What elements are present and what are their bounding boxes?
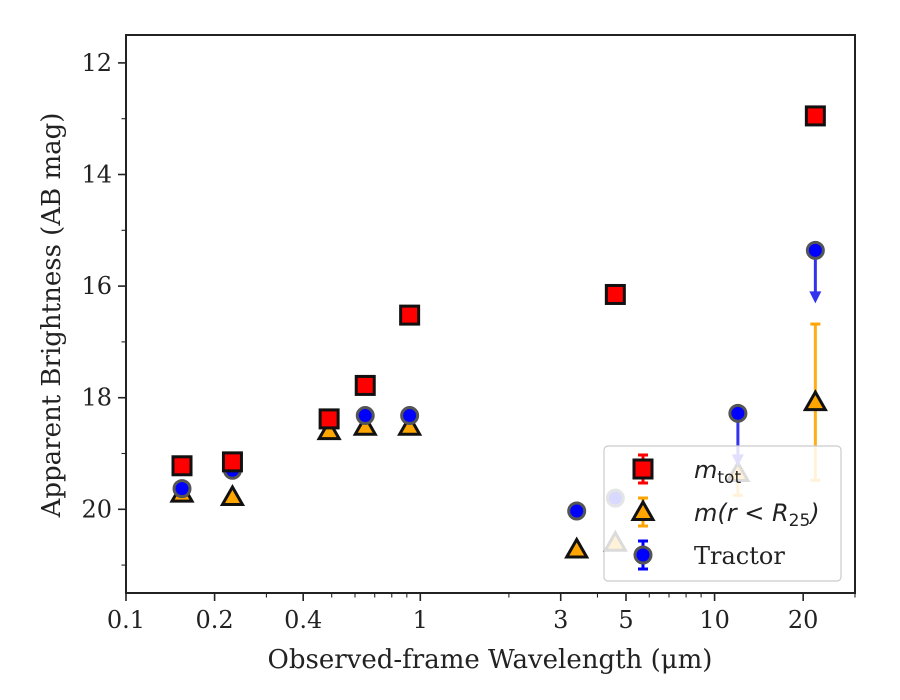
triangle-point-1	[219, 484, 246, 507]
square-point-5	[604, 283, 626, 305]
circle-point-4	[400, 406, 420, 426]
legend-marker	[630, 498, 656, 521]
triangle-marker	[802, 389, 828, 412]
x-tick-label: 1	[413, 606, 428, 634]
legend: mtot m(r < R25) Tractor	[603, 445, 842, 582]
y-tick-label: 12	[81, 49, 112, 77]
circle-point-3	[355, 406, 375, 426]
x-axis-label: Observed-frame Wavelength (μm)	[268, 645, 713, 675]
x-tick-label: 0.4	[284, 606, 322, 634]
x-tick-label: 0.1	[107, 606, 145, 634]
y-tick-label: 16	[81, 272, 112, 300]
square-marker	[399, 304, 421, 326]
circle-marker	[400, 406, 420, 426]
circle-marker	[355, 406, 375, 426]
plot-area	[125, 34, 856, 594]
legend-label: m(r < R25)	[694, 499, 820, 531]
plot-border	[125, 34, 856, 594]
triangle-point-2	[316, 418, 342, 441]
square-marker	[804, 105, 826, 127]
square-marker	[604, 283, 626, 305]
legend-entry-2: Tractor	[633, 539, 785, 571]
y-tick-label: 18	[81, 384, 112, 412]
legend-label: Tractor	[694, 542, 785, 570]
legend-box	[603, 445, 842, 582]
triangle-point-5	[564, 536, 590, 559]
square-marker	[318, 408, 340, 430]
x-tick-label: 3	[553, 606, 568, 634]
triangle-point-4	[397, 413, 423, 436]
axis-ticks: 0.1 0.2 0.4 1 3 5 10 20 12 14 16 18 20	[81, 49, 856, 634]
x-tick-label: 0.2	[196, 606, 234, 634]
legend-entry-1: m(r < R25)	[630, 496, 820, 531]
circle-marker	[728, 403, 748, 423]
x-tick-label: 10	[699, 606, 730, 634]
triangle-point-3	[352, 413, 378, 436]
legend-label: mtot	[694, 456, 741, 488]
square-marker	[221, 451, 243, 473]
square-point-3	[354, 374, 376, 396]
upper-limit-arrowhead	[809, 291, 822, 304]
square-marker	[171, 455, 193, 477]
circle-point-5	[567, 501, 587, 521]
triangle-marker	[316, 418, 342, 441]
square-point-2	[318, 408, 340, 430]
square-marker	[354, 374, 376, 396]
circle-marker	[172, 479, 192, 499]
triangle-marker	[352, 413, 378, 436]
square-point-6	[804, 105, 826, 127]
triangle-marker	[564, 536, 590, 559]
square-point-1	[221, 451, 243, 473]
triangle-marker	[219, 484, 246, 507]
x-tick-label: 20	[788, 606, 819, 634]
data-marks	[169, 105, 828, 559]
legend-marker	[632, 458, 654, 480]
y-tick-label: 20	[81, 495, 112, 523]
y-axis-label: Apparent Brightness (AB mag)	[37, 113, 67, 519]
triangle-marker	[397, 413, 423, 436]
circle-marker	[805, 240, 825, 260]
square-point-4	[399, 304, 421, 326]
x-tick-label: 5	[618, 606, 633, 634]
square-point-0	[171, 455, 193, 477]
legend-entry-0: mtot	[632, 453, 741, 488]
legend-marker	[633, 545, 653, 565]
circle-marker	[567, 501, 587, 521]
circle-point-0	[172, 479, 192, 499]
circle-point-8	[805, 240, 825, 304]
y-tick-label: 14	[81, 161, 112, 189]
